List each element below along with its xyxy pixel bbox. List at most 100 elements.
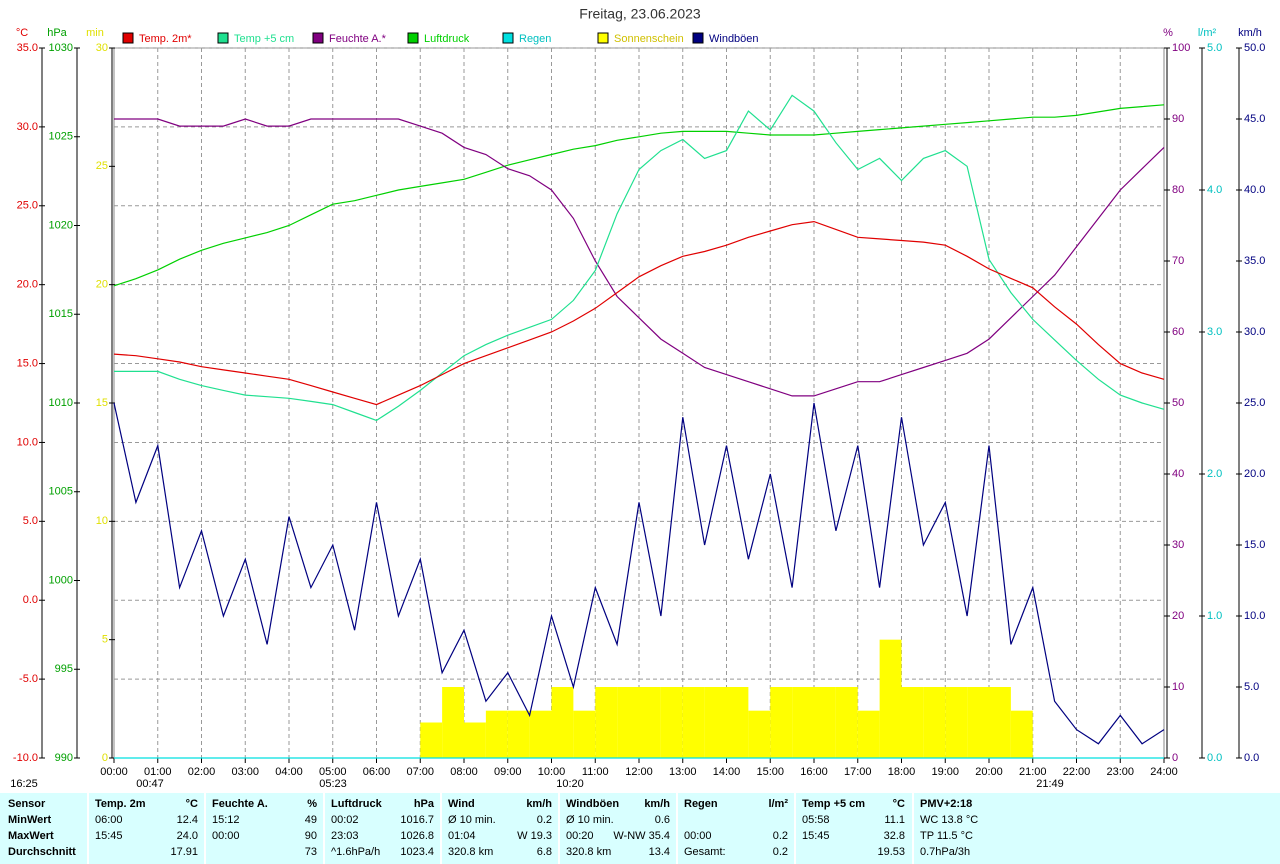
stats-cell: 05:58 <box>802 814 830 826</box>
x-tick-label: 24:00 <box>1150 766 1178 778</box>
axis-unit: % <box>1163 27 1173 39</box>
stats-cell: 0.6 <box>654 814 670 826</box>
x-tick-label: 00:00 <box>100 766 128 778</box>
y-tick-label: 0.0 <box>1244 752 1259 764</box>
y-tick-label: 1000 <box>49 574 73 586</box>
series-line <box>114 118 1165 397</box>
y-tick-label: 20 <box>96 279 108 291</box>
stats-cell: 15:45 <box>95 830 123 842</box>
y-tick-label: 50.0 <box>1244 42 1265 54</box>
y-tick-label: 2.0 <box>1207 468 1222 480</box>
separator <box>676 793 678 864</box>
sunshine-bar <box>967 687 989 758</box>
legend-swatch <box>597 32 609 44</box>
stats-cell: W-NW 35.4 <box>613 830 670 842</box>
stats-cell: PMV+2:18 <box>920 798 973 810</box>
y-tick-label: 0.0 <box>1207 752 1222 764</box>
sunshine-bar <box>748 710 771 758</box>
stats-cell: MaxWert <box>8 830 54 842</box>
y-tick-label: 0 <box>102 752 108 764</box>
y-tick-label: 0 <box>1172 752 1178 764</box>
x-tick-label: 14:00 <box>713 766 741 778</box>
y-tick-label: 1020 <box>49 219 73 231</box>
chart-title: Freitag, 23.06.2023 <box>579 6 701 22</box>
y-tick-label: 20 <box>1172 610 1184 622</box>
chart-bg <box>0 0 1280 793</box>
sunshine-bar <box>857 710 880 758</box>
y-tick-label: 1015 <box>49 308 73 320</box>
y-tick-label: 1005 <box>49 486 73 498</box>
stats-cell: Ø 10 min. <box>566 814 614 826</box>
stats-cell: 00:00 <box>212 830 240 842</box>
separator <box>87 793 89 864</box>
y-tick-label: 40 <box>1172 468 1184 480</box>
sunshine-bar <box>682 687 705 758</box>
y-tick-label: 3.0 <box>1207 326 1222 338</box>
x-tick-label: 18:00 <box>888 766 916 778</box>
stats-cell: 0.7hPa/3h <box>920 846 971 858</box>
sunshine-bar <box>507 710 530 758</box>
stats-table: Sensor Temp. 2m °C Feuchte A.% Luftdruck hPa W… <box>0 793 1280 864</box>
sunshine-bar <box>923 687 946 758</box>
stats-cell: 32.8 <box>883 830 905 842</box>
stats-cell: 49 <box>304 814 317 826</box>
y-tick-label: 5 <box>102 634 108 646</box>
stats-cell: 73 <box>304 846 317 858</box>
y-tick-label: 30 <box>1172 539 1184 551</box>
y-tick-label: 35.0 <box>17 42 38 54</box>
y-tick-label: 995 <box>55 663 73 675</box>
legend-swatch <box>122 32 134 44</box>
x-tick-label: 01:00 <box>144 766 172 778</box>
sunshine-bar <box>726 687 749 758</box>
sunshine-bar <box>792 687 814 758</box>
stats-cell: Sensor <box>8 798 46 810</box>
stats-cell: 06:00 <box>95 814 123 826</box>
legend-swatch <box>692 32 704 44</box>
y-tick-label: 30.0 <box>17 121 38 133</box>
y-tick-label: 0.0 <box>23 594 38 606</box>
stats-cell: 320.8 km <box>566 846 612 858</box>
series-line <box>113 104 1165 287</box>
x-tick-label: 05:00 <box>319 766 347 778</box>
stats-cell: W 19.3 <box>517 830 552 842</box>
stats-cell: Regen <box>684 798 718 810</box>
legend-label: Luftdruck <box>424 33 470 45</box>
y-tick-label: 5.0 <box>23 515 38 527</box>
annotation: 21:49 <box>1036 778 1064 790</box>
stats-cell: hPa <box>413 798 434 810</box>
y-tick-label: 1010 <box>49 397 73 409</box>
x-tick-label: 15:00 <box>756 766 784 778</box>
sunshine-bar <box>617 687 639 758</box>
sunshine-bar <box>551 687 574 758</box>
stats-cell: 00:02 <box>331 814 359 826</box>
y-tick-label: 1.0 <box>1207 610 1222 622</box>
stats-cell: Temp. 2m <box>95 798 146 810</box>
y-tick-label: 25 <box>96 160 108 172</box>
legend-swatch <box>312 32 324 44</box>
stats-cell: MinWert <box>8 814 52 826</box>
stats-cell: 24.0 <box>176 830 198 842</box>
sunshine-bar <box>573 710 596 758</box>
legend-label: Sonnenschein <box>614 33 684 45</box>
legend-label: Temp. 2m* <box>139 33 192 45</box>
legend-label: Regen <box>519 33 551 45</box>
stats-cell: Wind <box>448 798 475 810</box>
stats-cell: 15:45 <box>802 830 830 842</box>
stats-cell: Ø 10 min. <box>448 814 496 826</box>
x-tick-label: 10:00 <box>538 766 566 778</box>
stats-cell: 01:04 <box>448 830 476 842</box>
stats-cell: WC 13.8 °C <box>920 814 979 826</box>
y-tick-label: 10.0 <box>1244 610 1265 622</box>
x-tick-label: 20:00 <box>975 766 1003 778</box>
y-tick-label: 50 <box>1172 397 1184 409</box>
stats-cell: °C <box>892 798 905 810</box>
stats-cell: Temp +5 cm <box>802 798 866 810</box>
sunshine-bar <box>814 687 836 758</box>
stats-cell: 17.91 <box>170 846 198 858</box>
stats-cell: 0.2 <box>536 814 552 826</box>
y-tick-label: 10 <box>96 515 108 527</box>
x-tick-label: 02:00 <box>188 766 216 778</box>
legend-label: Feuchte A.* <box>329 33 387 45</box>
x-tick-label: 04:00 <box>275 766 303 778</box>
y-tick-label: 30 <box>96 42 108 54</box>
